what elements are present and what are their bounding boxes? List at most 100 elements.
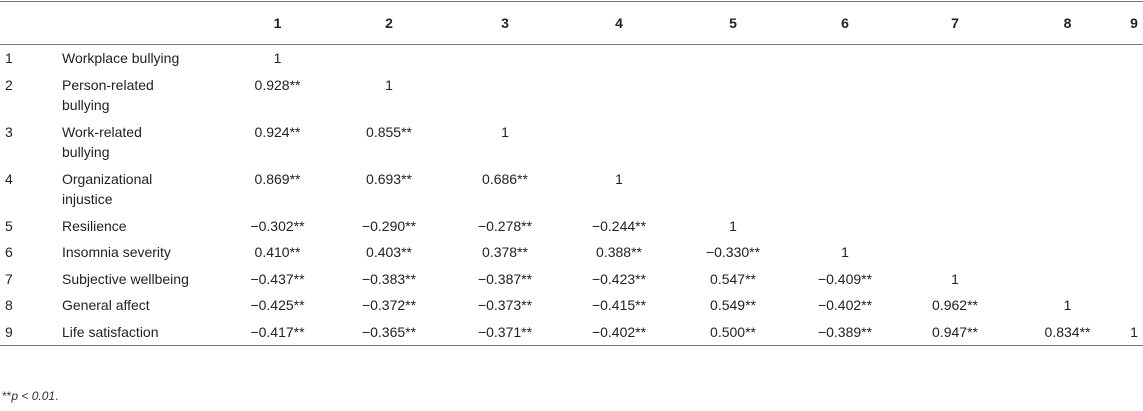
row-label-cell: Person-related bullying: [55, 72, 225, 119]
correlation-cell: −0.415**: [591, 297, 647, 313]
row-label: Subjective wellbeing: [62, 270, 189, 287]
empty-cell: [1125, 45, 1143, 72]
correlation-cell: −0.373**: [477, 297, 533, 313]
empty-cell: [1125, 119, 1143, 166]
row-label: Organizational injustice: [62, 170, 153, 208]
empty-cell: [1010, 45, 1125, 72]
correlation-cell: 0.378**: [482, 244, 528, 260]
column-header: 2: [385, 15, 393, 31]
table-row: 9 Life satisfaction −0.417** −0.365** −0.371…: [0, 319, 1143, 346]
correlation-cell: 0.869**: [254, 170, 301, 187]
correlation-cell: 1: [951, 270, 959, 287]
empty-cell: [900, 239, 1010, 266]
correlation-cell: −0.423**: [591, 270, 647, 287]
footnote-end: .: [55, 389, 59, 403]
footnote-marker: **: [2, 389, 12, 403]
correlation-cell: −0.330**: [705, 244, 761, 260]
empty-cell: [900, 213, 1010, 240]
correlation-cell: 0.924**: [254, 123, 301, 140]
table-row: 4 Organizational injustice 0.869** 0.693** 0…: [0, 166, 1143, 213]
empty-cell: [1125, 266, 1143, 293]
row-label-cell: Resilience: [55, 213, 225, 240]
row-label: Resilience: [62, 217, 127, 234]
column-header: 7: [951, 15, 959, 31]
row-number: 4: [5, 170, 13, 187]
empty-cell: [1010, 166, 1125, 213]
blank-header: [55, 2, 225, 45]
column-header: 4: [615, 15, 623, 31]
empty-cell: [900, 45, 1010, 72]
correlation-cell: −0.387**: [477, 270, 533, 287]
correlation-cell: 0.500**: [710, 323, 756, 340]
table-row: 5 Resilience −0.302** −0.290** −0.278** −0.24…: [0, 213, 1143, 240]
table-row: 1 Workplace bullying 1: [0, 45, 1143, 72]
empty-cell: [900, 166, 1010, 213]
row-label-cell: Workplace bullying: [55, 45, 225, 72]
table-row: 6 Insomnia severity 0.410** 0.403** 0.378** 0…: [0, 239, 1143, 266]
empty-cell: [1010, 239, 1125, 266]
row-label: Workplace bullying: [62, 50, 180, 66]
row-label-cell: Life satisfaction: [55, 319, 225, 346]
empty-cell: [790, 72, 900, 119]
correlation-cell: 0.962**: [932, 297, 978, 313]
empty-cell: [1125, 239, 1143, 266]
empty-cell: [676, 119, 790, 166]
row-label: General affect: [62, 297, 150, 313]
correlation-cell: −0.372**: [361, 297, 417, 313]
correlation-cell: −0.402**: [591, 323, 647, 340]
empty-cell: [790, 119, 900, 166]
row-label: Work-related bullying: [62, 123, 142, 161]
correlation-cell: 0.928**: [254, 76, 301, 93]
correlation-cell: −0.290**: [361, 217, 417, 234]
empty-cell: [448, 72, 562, 119]
correlation-cell: 0.686**: [482, 170, 528, 187]
correlation-cell: −0.278**: [477, 217, 533, 234]
correlation-cell: 1: [385, 76, 393, 93]
empty-cell: [1010, 213, 1125, 240]
correlation-cell: 1: [273, 50, 282, 66]
correlation-cell: 1: [1063, 297, 1072, 313]
empty-cell: [1125, 166, 1143, 213]
column-header: 5: [729, 15, 737, 31]
empty-cell: [790, 45, 900, 72]
row-label-cell: Subjective wellbeing: [55, 266, 225, 293]
row-label-cell: Work-related bullying: [55, 119, 225, 166]
empty-cell: [448, 45, 562, 72]
correlation-cell: −0.244**: [591, 217, 647, 234]
correlation-cell: 1: [1130, 323, 1138, 340]
empty-cell: [900, 72, 1010, 119]
column-header: 9: [1130, 15, 1138, 31]
column-header: 6: [841, 15, 849, 31]
correlation-cell: 0.403**: [366, 244, 412, 260]
empty-cell: [1010, 266, 1125, 293]
empty-cell: [676, 166, 790, 213]
empty-cell: [330, 45, 448, 72]
row-label-cell: General affect: [55, 292, 225, 319]
empty-cell: [900, 119, 1010, 166]
empty-cell: [1125, 292, 1143, 319]
row-number: 5: [5, 217, 13, 234]
footnote: **p < 0.01.: [2, 389, 58, 403]
correlation-cell: −0.383**: [361, 270, 417, 287]
correlation-cell: 0.834**: [1044, 323, 1091, 340]
table-header: 1 2 3 4 5 6 7 8 9: [0, 1, 1143, 45]
row-label-cell: Insomnia severity: [55, 239, 225, 266]
correlation-cell: 0.547**: [710, 270, 756, 287]
empty-cell: [1125, 213, 1143, 240]
header-row: 1 2 3 4 5 6 7 8 9: [0, 1, 1143, 45]
footnote-text: p < 0.01: [11, 389, 56, 403]
column-header: 8: [1063, 15, 1072, 31]
correlation-cell: −0.365**: [361, 323, 417, 340]
row-number: 8: [5, 297, 13, 313]
correlation-table: 1 2 3 4 5 6 7 8 9 1 Workplace bullying 1 2 Person-re…: [0, 1, 1143, 346]
correlation-cell: 1: [615, 170, 623, 187]
empty-cell: [676, 72, 790, 119]
correlation-cell: 0.855**: [366, 123, 412, 140]
empty-cell: [562, 119, 676, 166]
row-number: 1: [5, 50, 13, 66]
correlation-cell: −0.437**: [250, 270, 305, 287]
correlation-cell: 0.410**: [254, 244, 301, 260]
correlation-cell: 0.549**: [710, 297, 756, 313]
empty-cell: [790, 213, 900, 240]
